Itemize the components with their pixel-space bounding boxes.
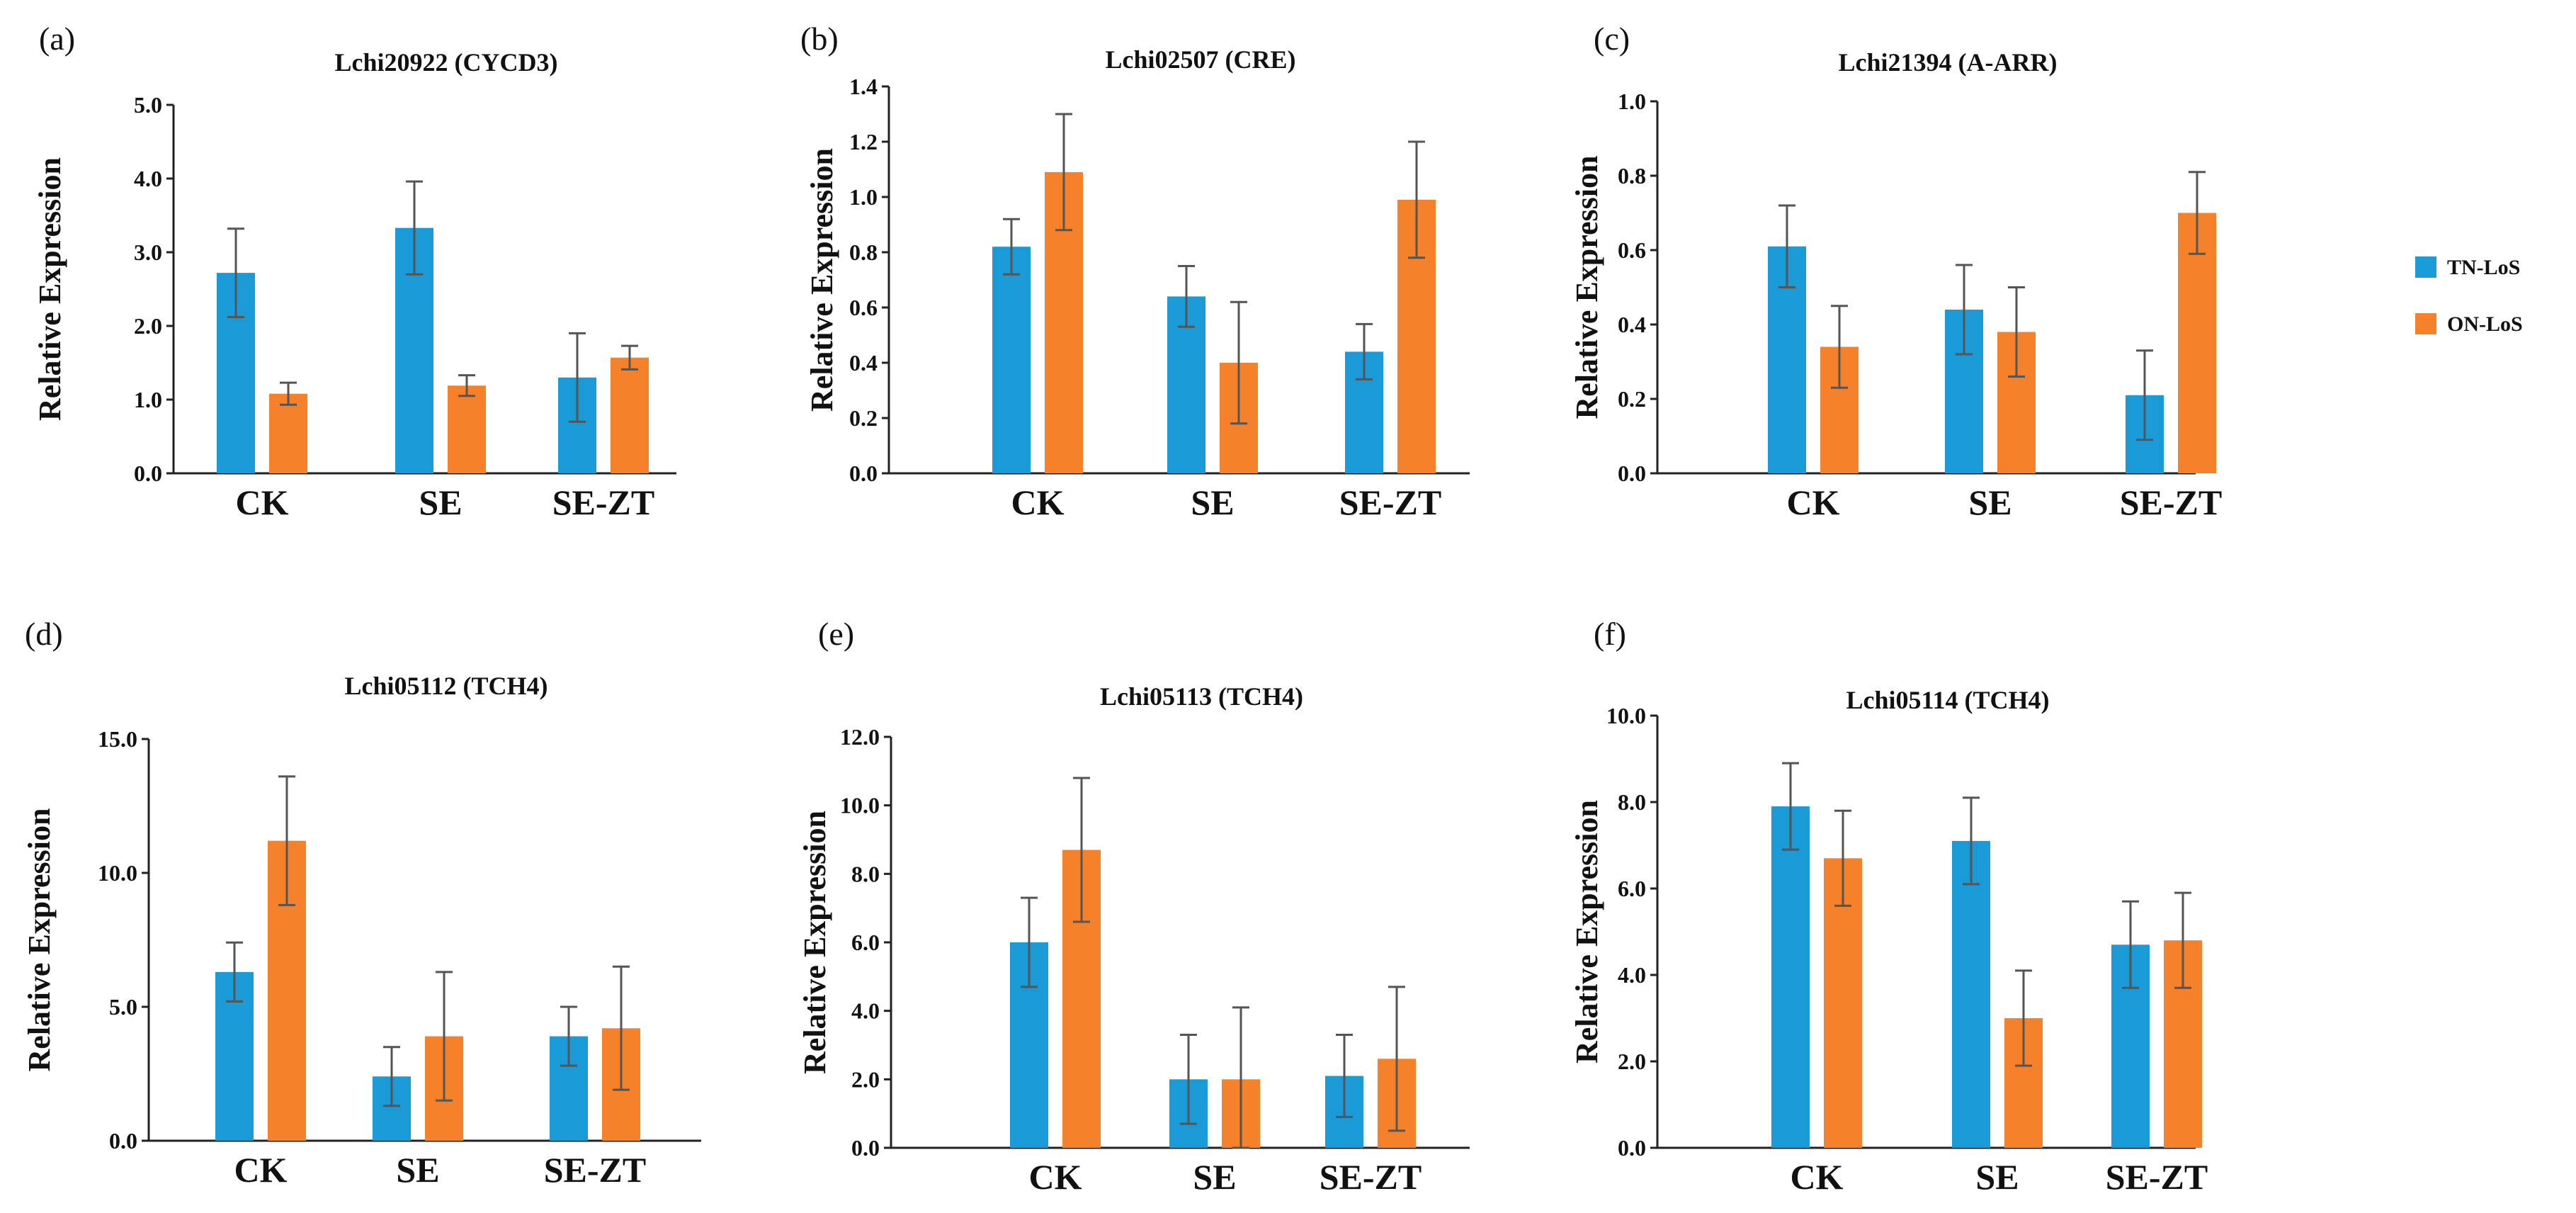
x-category-label: CK	[1791, 1157, 1844, 1197]
y-tick-label: 0.0	[1618, 1135, 1646, 1161]
panel-b: (b) Lchi02507 (CRE) Relative Expression 0.0…	[800, 21, 1470, 522]
y-tick-label: 15.0	[98, 726, 137, 752]
y-axis-label: Relative Expression	[1570, 800, 1604, 1064]
bar-on-los-se-zt	[611, 357, 649, 473]
y-axis-label: Relative Expression	[805, 148, 839, 412]
bar-tn-los-ck	[992, 247, 1031, 473]
y-tick-label: 3.0	[134, 239, 162, 265]
x-category-label: CK	[234, 1150, 288, 1190]
panel-label: (d)	[25, 616, 63, 652]
y-tick-label: 12.0	[840, 724, 880, 750]
y-tick-label: 0.4	[1618, 312, 1646, 337]
panel-e: (e) Lchi05113 (TCH4) Relative Expression 0.…	[798, 616, 1470, 1197]
x-category-label: SE-ZT	[2120, 483, 2223, 522]
y-tick-label: 10.0	[1606, 703, 1646, 728]
y-tick-label: 1.0	[1618, 89, 1646, 114]
y-tick-label: 10.0	[840, 793, 880, 818]
x-category-label: SE	[1193, 1157, 1236, 1197]
y-tick-label: 4.0	[134, 166, 162, 191]
y-tick-label: 6.0	[1618, 876, 1646, 901]
bar-tn-los-ck	[1771, 806, 1810, 1148]
y-tick-label: 8.0	[1618, 789, 1646, 815]
legend: TN-LoS ON-LoS	[2415, 256, 2523, 336]
y-tick-label: 0.8	[1618, 163, 1646, 188]
x-category-label: SE	[419, 483, 462, 522]
panel-title: Lchi02507 (CRE)	[1106, 45, 1296, 74]
y-axis-label: Relative Expression	[1570, 156, 1604, 419]
y-axis-label: Relative Expression	[33, 157, 67, 421]
y-tick-label: 0.0	[134, 461, 162, 486]
x-category-label: SE	[396, 1150, 439, 1190]
x-category-label: SE-ZT	[1320, 1157, 1422, 1197]
x-category-label: SE-ZT	[1339, 483, 1442, 522]
y-tick-label: 2.0	[1618, 1049, 1646, 1074]
panel-c: (c) Lchi21394 (A-ARR) Relative Expression 0…	[1570, 21, 2222, 522]
x-category-label: CK	[1787, 483, 1840, 522]
x-category-label: SE	[1968, 483, 2012, 522]
y-tick-label: 10.0	[98, 860, 137, 886]
chart-panels: (a) Lchi20922 (CYCD3) Relative Expression 0…	[22, 21, 2222, 1197]
panel-label: (e)	[818, 616, 854, 652]
x-category-label: CK	[1011, 483, 1065, 522]
bar-on-los-ck	[269, 393, 307, 473]
y-tick-label: 2.0	[851, 1066, 880, 1092]
y-tick-label: 0.2	[1618, 386, 1646, 412]
legend-label-tn-los: TN-LoS	[2447, 256, 2520, 279]
y-tick-label: 2.0	[134, 313, 162, 339]
y-tick-label: 4.0	[851, 998, 880, 1024]
y-axis-label: Relative Expression	[798, 811, 832, 1074]
x-category-label: SE-ZT	[544, 1150, 647, 1190]
panel-title: Lchi05113 (TCH4)	[1100, 682, 1303, 711]
bar-on-los-se-zt	[2178, 213, 2216, 473]
y-tick-label: 5.0	[109, 994, 137, 1020]
y-tick-label: 1.2	[849, 129, 878, 154]
y-tick-label: 0.4	[849, 350, 878, 376]
panel-label: (f)	[1594, 616, 1626, 652]
y-tick-label: 0.2	[849, 405, 878, 431]
bar-tn-los-se	[1952, 840, 1990, 1148]
y-tick-label: 0.0	[1618, 461, 1646, 486]
panel-label: (a)	[39, 21, 75, 57]
x-category-label: CK	[236, 483, 289, 522]
y-tick-label: 1.4	[849, 74, 878, 99]
x-category-label: CK	[1029, 1157, 1082, 1197]
y-tick-label: 1.0	[134, 387, 162, 412]
panel-title: Lchi05114 (TCH4)	[1846, 686, 2049, 714]
x-category-label: SE-ZT	[2106, 1157, 2208, 1197]
panel-label: (c)	[1594, 21, 1630, 57]
x-category-label: SE-ZT	[552, 483, 655, 522]
panel-label: (b)	[800, 21, 839, 57]
legend-label-on-los: ON-LoS	[2447, 312, 2523, 336]
panel-title: Lchi05112 (TCH4)	[344, 672, 547, 700]
y-tick-label: 0.0	[109, 1128, 137, 1153]
panel-f: (f) Lchi05114 (TCH4) Relative Expression 0.…	[1570, 616, 2208, 1197]
x-category-label: SE	[1975, 1157, 2019, 1197]
legend-swatch-tn-los	[2415, 256, 2436, 278]
y-tick-label: 0.0	[849, 461, 878, 486]
legend-swatch-on-los	[2415, 313, 2436, 334]
y-tick-label: 0.6	[849, 295, 878, 320]
y-tick-label: 0.0	[851, 1135, 880, 1161]
bar-on-los-se	[448, 385, 486, 473]
x-category-label: SE	[1191, 483, 1234, 522]
y-tick-label: 6.0	[851, 930, 880, 955]
y-tick-label: 4.0	[1618, 962, 1646, 988]
y-axis-label: Relative Expression	[22, 808, 57, 1072]
y-tick-label: 0.6	[1618, 237, 1646, 263]
y-tick-label: 0.8	[849, 239, 878, 265]
panel-d: (d) Lchi05112 (TCH4) Relative Expression 0.…	[22, 616, 701, 1190]
y-tick-label: 1.0	[849, 184, 878, 210]
panel-title: Lchi21394 (A-ARR)	[1839, 48, 2058, 77]
y-tick-label: 5.0	[134, 92, 162, 118]
y-tick-label: 8.0	[851, 861, 880, 886]
panel-title: Lchi20922 (CYCD3)	[335, 48, 558, 77]
panel-a: (a) Lchi20922 (CYCD3) Relative Expression 0…	[33, 21, 676, 522]
